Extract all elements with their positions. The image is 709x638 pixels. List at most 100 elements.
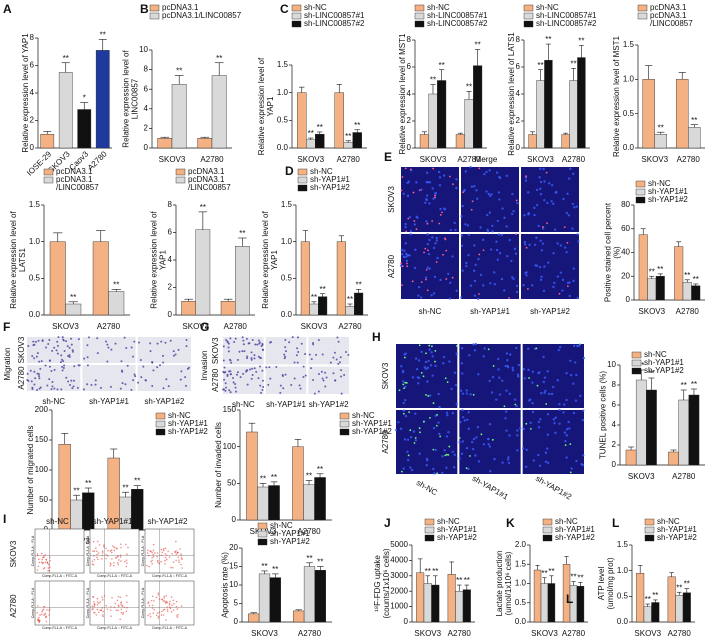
event <box>175 549 177 552</box>
cell <box>86 344 89 347</box>
event <box>157 617 159 619</box>
event <box>160 554 163 557</box>
legend-label: pcDNA3.1 <box>188 167 225 176</box>
flow-y-label: Comp-FL3-A :: PI-A <box>141 535 145 566</box>
nucleus <box>415 367 419 371</box>
bar <box>297 92 307 149</box>
event <box>38 558 40 561</box>
cell <box>65 340 68 343</box>
cell <box>223 366 226 369</box>
bar <box>473 65 483 149</box>
cell <box>83 357 86 360</box>
nucleus <box>513 398 517 401</box>
nucleus <box>404 222 407 226</box>
event <box>177 556 180 559</box>
stained-cell <box>451 276 454 279</box>
nucleus <box>531 284 534 287</box>
significance-label: ** <box>545 35 551 44</box>
event <box>96 597 99 600</box>
nucleus <box>437 421 440 424</box>
event <box>36 554 39 557</box>
bar <box>345 306 355 316</box>
nucleus <box>523 243 527 246</box>
stained-cell <box>469 455 471 457</box>
nucleus <box>434 242 437 245</box>
event <box>48 609 51 612</box>
nucleus <box>491 230 494 233</box>
nucleus <box>547 261 550 264</box>
nucleus <box>404 226 407 229</box>
nucleus <box>538 265 542 269</box>
nucleus <box>540 391 543 395</box>
cell <box>126 364 129 367</box>
nucleus <box>432 246 436 250</box>
nucleus <box>564 439 567 443</box>
nucleus <box>426 380 429 383</box>
nucleus <box>572 279 575 283</box>
cell <box>251 373 254 376</box>
nucleus <box>434 364 437 368</box>
stained-cell <box>434 349 437 352</box>
nucleus <box>556 379 559 382</box>
bar <box>292 446 304 521</box>
stained-cell <box>535 347 538 350</box>
flow-y-label: Comp-FL3-A :: PI-A <box>86 587 90 618</box>
nucleus <box>417 285 421 289</box>
legend-swatch <box>297 176 308 184</box>
micrograph <box>396 410 458 474</box>
event <box>111 558 113 560</box>
significance-label: ** <box>272 565 278 574</box>
cell <box>236 358 239 361</box>
cell <box>253 354 256 357</box>
stained-cell <box>424 278 427 281</box>
event <box>148 604 151 607</box>
x-tick-label: SKOV3 <box>297 155 324 164</box>
cell <box>61 369 64 372</box>
nucleus <box>420 350 423 354</box>
panel-letter: D <box>285 164 294 178</box>
cell <box>120 360 123 363</box>
y-tick-label: 200 <box>35 405 49 414</box>
event <box>125 610 128 613</box>
event <box>151 595 154 598</box>
bar <box>195 229 211 316</box>
y-tick-label: 1.0 <box>281 237 293 246</box>
cell <box>67 380 70 383</box>
event <box>151 563 154 565</box>
cell <box>172 354 175 357</box>
nucleus <box>460 244 464 248</box>
cell <box>82 388 85 391</box>
row-label: SKOV3 <box>9 540 18 567</box>
cell <box>105 340 108 343</box>
legend-swatch <box>542 534 553 542</box>
stained-cell <box>436 413 438 416</box>
cell <box>261 369 264 372</box>
nucleus <box>571 227 574 230</box>
cell <box>250 377 253 380</box>
cell <box>33 370 36 373</box>
event <box>164 559 166 562</box>
stained-cell <box>420 371 423 374</box>
nucleus <box>486 230 490 233</box>
y-axis-label: Number of invaded cells <box>214 422 223 508</box>
legend-swatch <box>637 12 648 20</box>
event <box>149 550 151 552</box>
nucleus <box>469 393 472 396</box>
nucleus <box>497 191 501 194</box>
nucleus <box>505 389 508 392</box>
nucleus <box>576 233 579 236</box>
cell <box>110 348 113 351</box>
significance-label: ** <box>320 285 326 294</box>
stained-cell <box>525 175 527 178</box>
stained-cell <box>409 429 412 432</box>
nucleus <box>546 461 550 465</box>
bar <box>303 566 316 623</box>
event <box>163 597 166 599</box>
cell <box>229 373 232 376</box>
nucleus <box>461 204 464 208</box>
y-tick-label: 2 <box>407 116 412 125</box>
nucleus <box>437 170 441 174</box>
nucleus <box>437 392 440 396</box>
nucleus <box>483 172 486 176</box>
nucleus <box>414 412 417 415</box>
